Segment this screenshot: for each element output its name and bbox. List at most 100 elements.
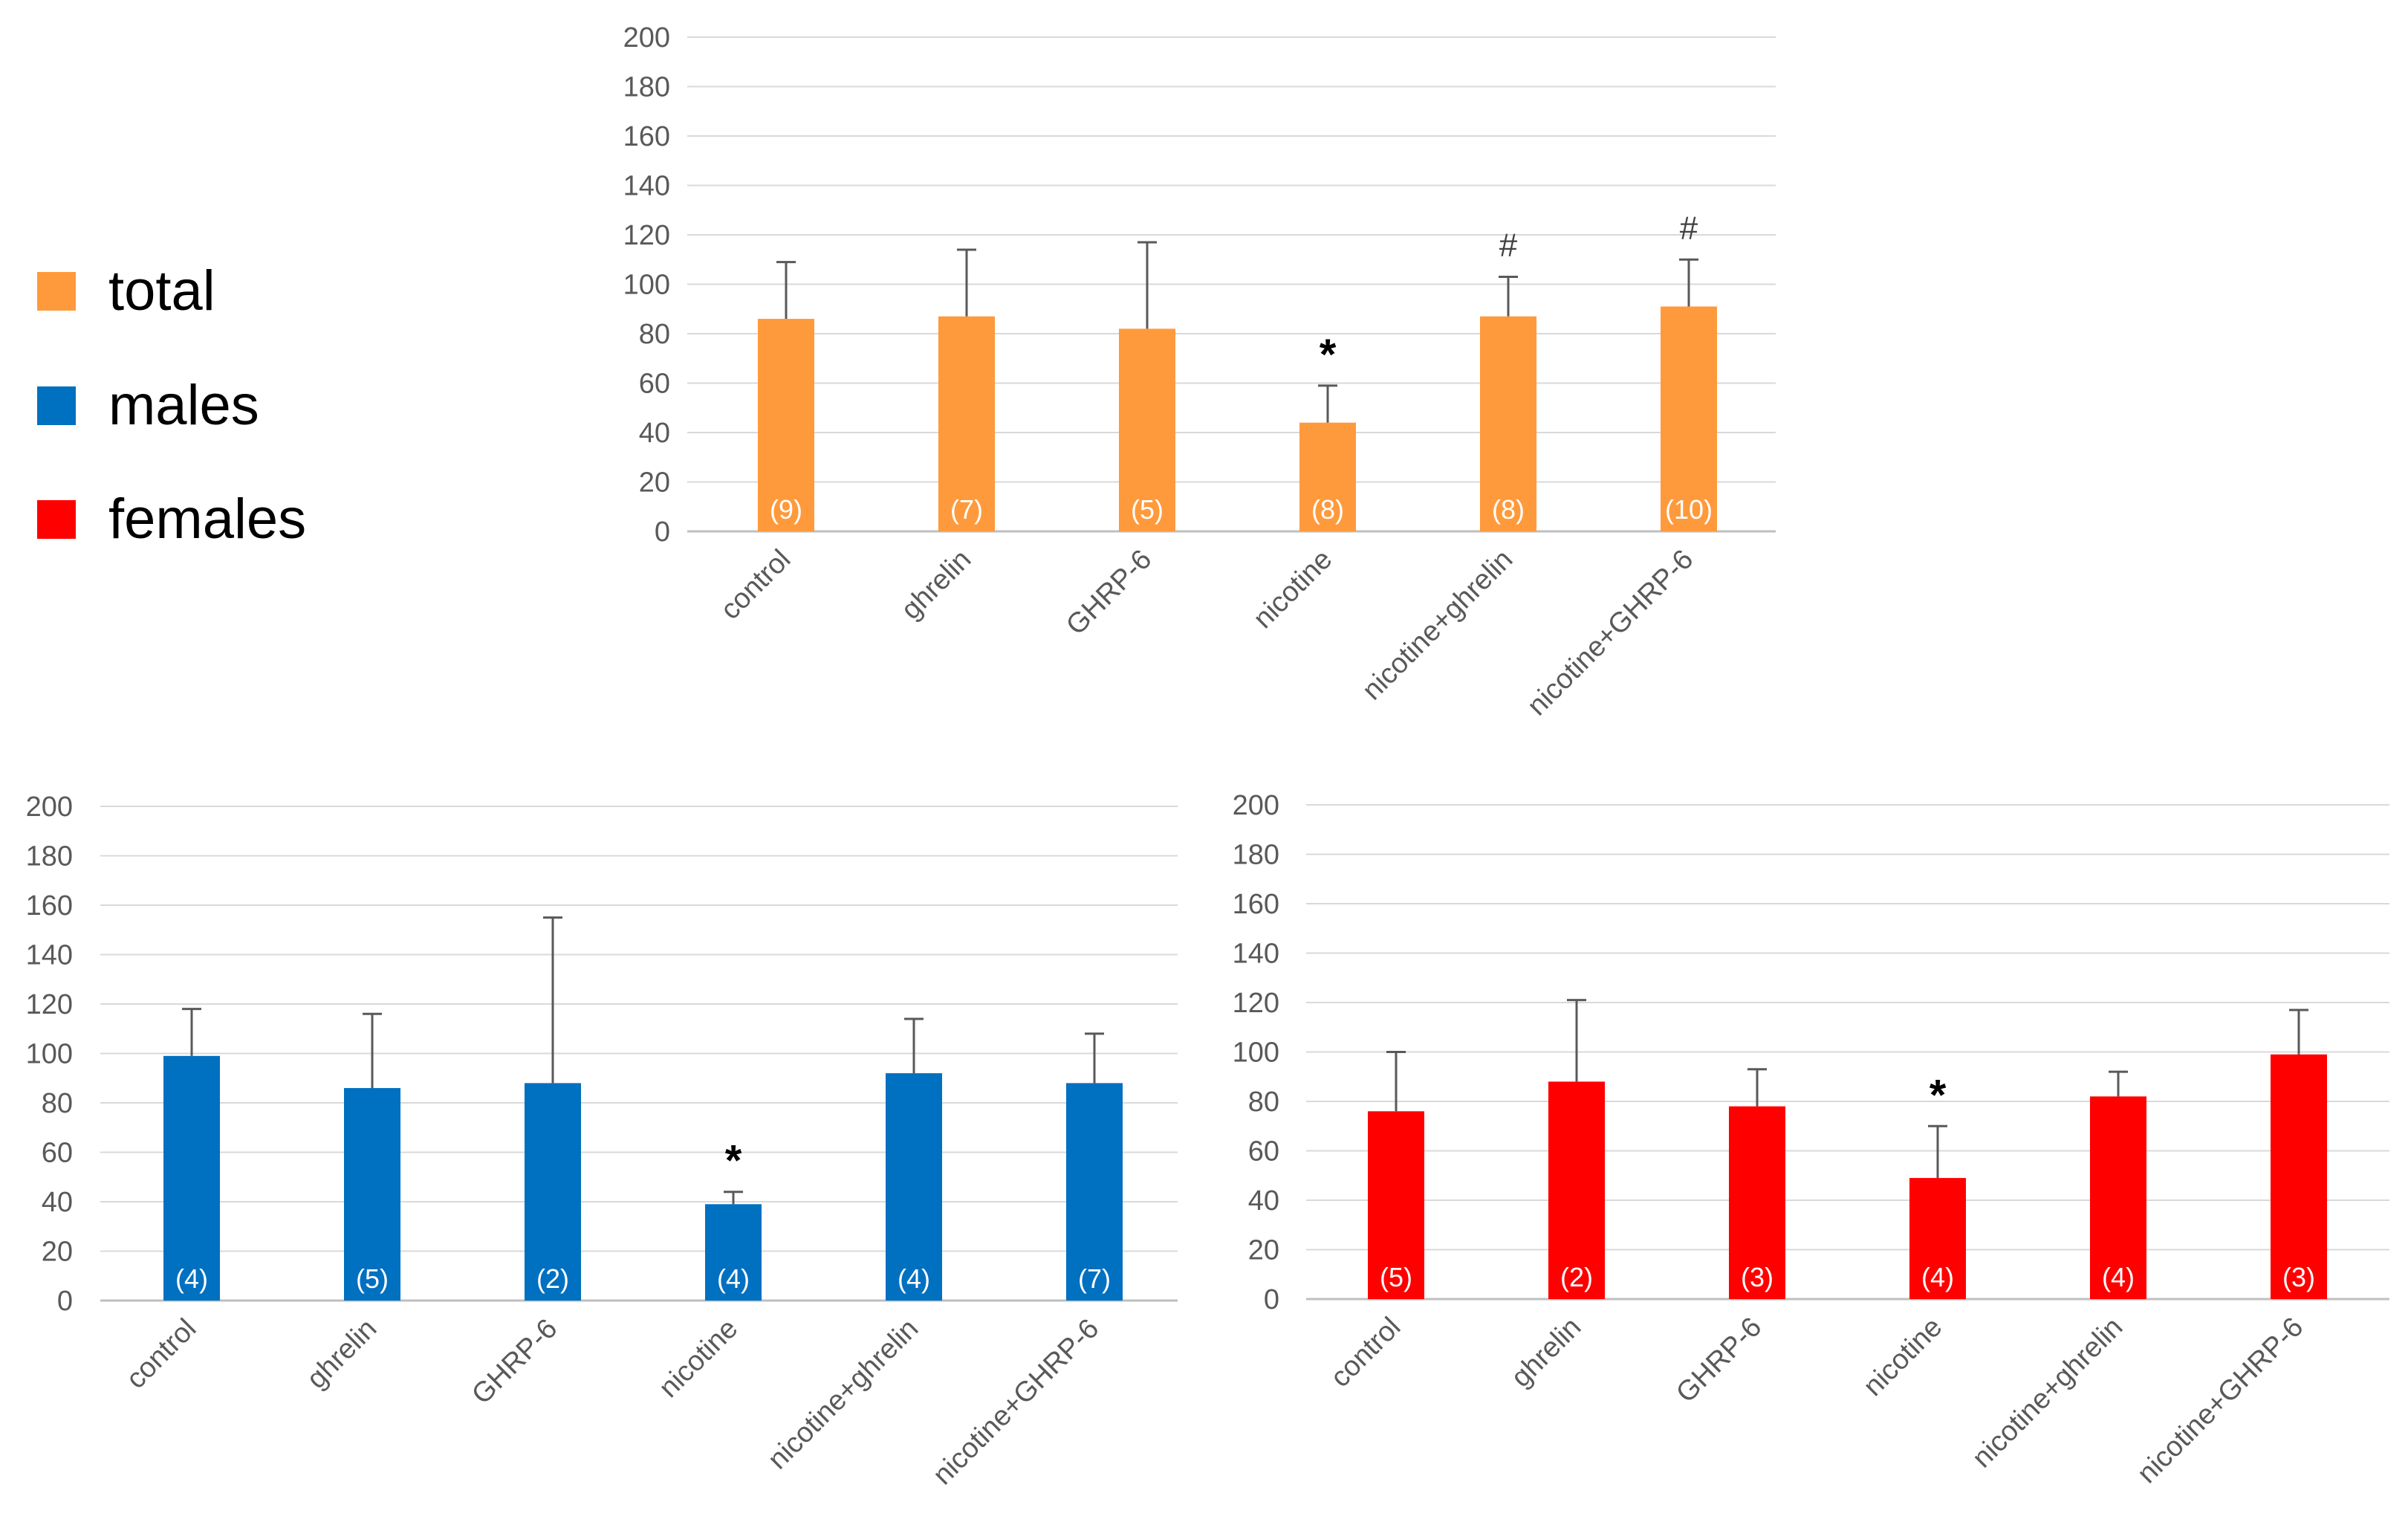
y-tick-label: 100 [1233, 1037, 1279, 1069]
legend-item-females: females [37, 487, 306, 551]
y-tick-label: 40 [639, 418, 670, 449]
y-tick-label: 200 [26, 791, 73, 823]
y-tick-label: 20 [639, 467, 670, 499]
n-label: (4) [898, 1263, 930, 1294]
x-tick-label: nicotine [1857, 1312, 1948, 1402]
x-tick-label: nicotine+ghrelin [1357, 544, 1519, 707]
bar [1368, 1111, 1424, 1299]
chart-total: 0 20 40 60 80 100 120 140 160 180 200 (9) control (7)… [623, 22, 1776, 722]
n-label: (4) [717, 1263, 750, 1294]
x-tick-label: control [1325, 1312, 1406, 1393]
x-tick-label: GHRP-6 [1060, 544, 1158, 641]
bar [1119, 328, 1175, 531]
y-tick-label: 100 [623, 270, 670, 301]
x-tick-label: nicotine+GHRP-6 [1522, 544, 1700, 722]
bar [2090, 1096, 2146, 1299]
bar [2271, 1054, 2327, 1299]
bar [938, 316, 995, 531]
n-label: (7) [950, 494, 983, 525]
bar [525, 1083, 581, 1301]
y-tick-label: 0 [1264, 1284, 1279, 1315]
y-tick-label: 80 [42, 1088, 73, 1119]
x-tick-label: nicotine+GHRP-6 [2132, 1312, 2310, 1490]
y-tick-label: 60 [42, 1138, 73, 1169]
legend-swatch-females [37, 499, 76, 539]
x-tick-label: nicotine [653, 1313, 744, 1404]
bar [1548, 1081, 1605, 1299]
y-tick-label: 0 [57, 1286, 73, 1317]
legend-swatch-total [37, 271, 76, 311]
y-tick-label: 40 [42, 1187, 73, 1218]
legend-label-males: males [108, 374, 259, 437]
x-tick-label: GHRP-6 [1670, 1312, 1768, 1409]
y-tick-label: 160 [1233, 889, 1279, 920]
x-tick-label: nicotine+ghrelin [762, 1313, 925, 1476]
y-tick-label: 120 [1233, 988, 1279, 1019]
n-label: (4) [1921, 1262, 1954, 1292]
y-tick-label: 100 [26, 1039, 73, 1070]
n-label: (8) [1311, 494, 1344, 525]
n-label: (4) [175, 1263, 208, 1294]
significance-marker: # [1680, 210, 1698, 246]
x-tick-label: GHRP-6 [466, 1313, 563, 1411]
x-tick-label: ghrelin [1505, 1312, 1587, 1393]
legend-label-females: females [108, 488, 307, 551]
y-tick-label: 20 [42, 1237, 73, 1268]
n-label: (3) [1741, 1262, 1773, 1292]
chart-females: 0 20 40 60 80 100 120 140 160 180 200 (5) control (2)… [1233, 790, 2389, 1489]
bar [886, 1073, 942, 1301]
bar [705, 1204, 762, 1301]
x-tick-label: control [715, 544, 796, 626]
x-tick-label: nicotine+ghrelin [1967, 1312, 2129, 1474]
bar [344, 1088, 400, 1301]
y-tick-label: 120 [26, 989, 73, 1020]
legend-label-total: total [108, 259, 215, 323]
bar [758, 319, 814, 531]
significance-marker: * [725, 1137, 742, 1185]
x-tick-label: nicotine+GHRP-6 [927, 1313, 1106, 1492]
y-tick-label: 20 [1248, 1235, 1279, 1266]
bar [1299, 422, 1356, 531]
n-label: (7) [1078, 1263, 1111, 1294]
x-tick-label: ghrelin [301, 1313, 383, 1395]
n-label: (5) [1131, 494, 1164, 525]
y-tick-label: 0 [655, 517, 670, 548]
y-tick-label: 120 [623, 220, 670, 251]
y-tick-label: 140 [26, 940, 73, 971]
y-tick-label: 140 [1233, 939, 1279, 970]
n-label: (9) [770, 494, 802, 525]
legend-item-males: males [37, 373, 259, 438]
n-label: (2) [536, 1263, 569, 1294]
legend-item-total: total [37, 259, 215, 323]
significance-marker: * [1320, 331, 1337, 379]
significance-marker: * [1930, 1071, 1947, 1119]
y-tick-label: 180 [623, 72, 670, 103]
n-label: (2) [1560, 1262, 1593, 1292]
n-label: (5) [1380, 1262, 1412, 1292]
n-label: (3) [2282, 1262, 2315, 1292]
y-tick-label: 160 [26, 890, 73, 922]
y-tick-label: 40 [1248, 1185, 1279, 1217]
n-label: (4) [2102, 1262, 2135, 1292]
n-label: (5) [356, 1263, 389, 1294]
y-tick-label: 200 [623, 22, 670, 54]
x-tick-label: control [120, 1313, 202, 1395]
significance-marker: # [1499, 227, 1518, 264]
chart-males: 0 20 40 60 80 100 120 140 160 180 200 (4) control (5)… [26, 791, 1178, 1491]
y-tick-label: 180 [26, 841, 73, 872]
y-tick-label: 180 [1233, 840, 1279, 871]
y-tick-label: 60 [1248, 1136, 1279, 1168]
bar [163, 1055, 220, 1301]
bar [1661, 306, 1717, 531]
bar [1909, 1178, 1966, 1299]
bar [1480, 316, 1536, 531]
n-label: (10) [1665, 494, 1713, 525]
bar [1729, 1106, 1785, 1299]
x-tick-label: nicotine [1247, 544, 1338, 635]
y-tick-label: 200 [1233, 790, 1279, 821]
y-tick-label: 80 [639, 319, 670, 350]
bar [1066, 1083, 1123, 1301]
legend-swatch-males [37, 386, 76, 425]
y-tick-label: 140 [623, 171, 670, 202]
